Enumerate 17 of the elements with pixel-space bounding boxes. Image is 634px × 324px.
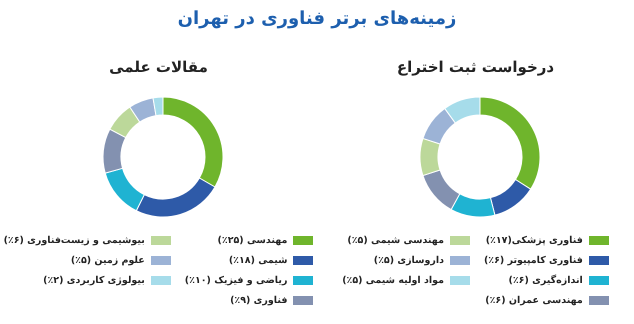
legend-label: داروسازی (۵٪) xyxy=(374,254,444,266)
chart-title: مقالات علمی xyxy=(108,58,209,78)
legend-label: بیوشیمی و زیست‌فناوری (۶٪) xyxy=(4,234,145,246)
legend-label: بیولوژی کاربردی (۲٪) xyxy=(43,274,145,286)
legend-label: اندازه‌گیری (۶٪) xyxy=(508,274,583,286)
legend-label: مهندسی (۲۵٪) xyxy=(218,234,288,246)
legend-label: ریاضی و فیزیک (۱۰٪) xyxy=(184,274,288,286)
legend-label: شیمی (۱۸٪) xyxy=(228,254,288,266)
legend-label: فناوری (۹٪) xyxy=(230,294,288,306)
legend-label: فناوری پزشکی(۱۷٪) xyxy=(486,234,583,246)
legend-label: مهندسی عمران (۶٪) xyxy=(485,294,583,306)
chart-title: زمینه‌های برتر فناوری در تهران xyxy=(176,7,458,31)
legend-label: مهندسی شیمی (۵٪) xyxy=(347,234,444,246)
legend-label: علوم زمین (۵٪) xyxy=(70,254,145,266)
legend-label: فناوری کامپیوتر (۶٪) xyxy=(484,254,583,266)
chart-subtitle: درخواست ثبت اختراع xyxy=(396,58,556,78)
legend-label: مواد اولیه شیمی (۵٪) xyxy=(342,274,444,286)
